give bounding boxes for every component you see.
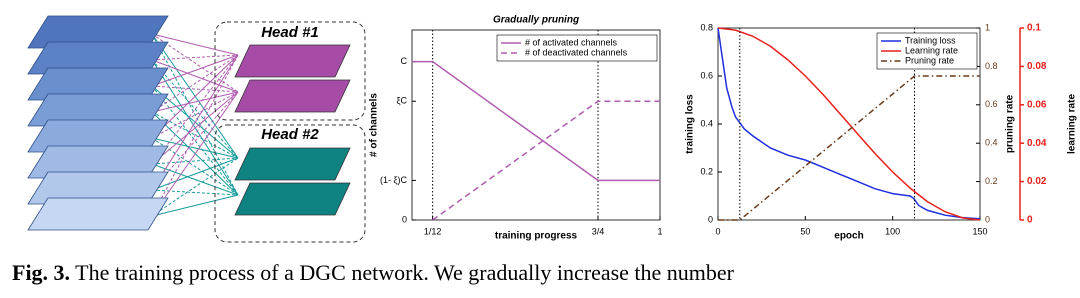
head-label: Head #2	[261, 126, 319, 143]
head-slice	[234, 182, 351, 216]
series-line	[717, 27, 981, 220]
y-tick-label: 0.8	[700, 22, 713, 32]
connection	[151, 189, 239, 196]
legend-label: Pruning rate	[905, 55, 954, 65]
diagram	[27, 15, 351, 231]
x-tick-label: 1	[657, 226, 662, 236]
connection	[151, 137, 239, 159]
head-label: Head #1	[261, 24, 319, 41]
x-tick-label: 50	[800, 226, 810, 236]
y2-tick-label: 0.4	[985, 138, 998, 148]
chart-title: Gradually pruning	[493, 15, 579, 26]
connection	[151, 91, 239, 165]
y3-tick-label: 0.08	[1027, 61, 1047, 72]
legend-box	[496, 34, 658, 62]
connection	[151, 33, 239, 56]
connection	[151, 157, 239, 165]
head-box	[214, 21, 366, 121]
connection	[151, 157, 239, 191]
y3-tick-label: 0.04	[1027, 138, 1047, 149]
y3-tick-label: 0.06	[1027, 99, 1047, 110]
y2-axis-label: pruning rate	[1005, 94, 1016, 153]
connection	[151, 91, 239, 139]
series-line	[718, 75, 980, 221]
y2-tick-label: 0.8	[985, 61, 998, 71]
series-line	[432, 100, 660, 221]
connection	[151, 157, 239, 217]
head-box	[214, 124, 366, 243]
connection	[151, 54, 239, 139]
y-tick-label: 0.4	[700, 118, 713, 128]
y3-axis-label: learning rate	[1067, 94, 1078, 154]
y-tick-label: 0.6	[700, 70, 713, 80]
y2-tick-label: 0	[985, 214, 990, 224]
x-axis-label: training progress	[495, 231, 578, 242]
y-tick-label: 0	[402, 214, 407, 224]
connection	[151, 91, 239, 113]
caption-label: Fig. 3.	[12, 260, 70, 285]
caption: Fig. 3. The training process of a DGC ne…	[12, 260, 735, 285]
connection	[151, 54, 239, 87]
connection	[151, 194, 239, 217]
y-axis-label: training loss	[685, 94, 696, 154]
connection	[151, 54, 239, 165]
head-slice	[234, 147, 351, 181]
head-slice	[234, 44, 351, 78]
legend-label: Learning rate	[905, 45, 958, 55]
connection	[151, 59, 239, 159]
feature-slice	[27, 197, 169, 231]
connection	[151, 91, 239, 217]
y-tick-label: (1- ξ)C	[380, 175, 408, 185]
caption-text: The training process of a DGC network. W…	[75, 260, 735, 285]
x-tick-label: 1/12	[424, 226, 442, 236]
y-tick-label: C	[401, 56, 408, 66]
x-tick-label: 150	[972, 226, 987, 236]
connection	[151, 59, 239, 93]
connection	[151, 54, 239, 61]
y-tick-label: 0.2	[700, 166, 713, 176]
y2-tick-label: 1	[985, 22, 990, 32]
connection	[151, 163, 239, 196]
series-line	[412, 60, 660, 182]
y3-tick-label: 0	[1027, 215, 1033, 226]
connection	[151, 54, 239, 217]
connection	[151, 85, 239, 93]
x-tick-label: 0	[715, 226, 720, 236]
x-tick-label: 3/4	[592, 226, 605, 236]
y3-tick-label: 0.02	[1027, 176, 1047, 187]
connection	[151, 54, 239, 191]
y3-tick-label: 0.1	[1027, 23, 1041, 34]
y-tick-label: ξC	[396, 96, 407, 106]
plot-frame	[411, 29, 661, 221]
y-axis-label: # of channels	[369, 93, 380, 157]
x-tick-label: 100	[885, 226, 900, 236]
connection	[151, 33, 239, 196]
x-axis-label: epoch	[834, 231, 863, 242]
legend-label: # of deactivated channels	[525, 47, 628, 57]
y-tick-label: 0	[708, 214, 713, 224]
series-line	[717, 27, 981, 221]
legend-label: Training loss	[905, 35, 956, 45]
y2-tick-label: 0.2	[985, 176, 998, 186]
legend-label: # of activated channels	[525, 37, 618, 47]
connection	[151, 85, 239, 196]
head-slice	[234, 79, 351, 113]
y2-tick-label: 0.6	[985, 99, 998, 109]
connection	[151, 54, 239, 113]
